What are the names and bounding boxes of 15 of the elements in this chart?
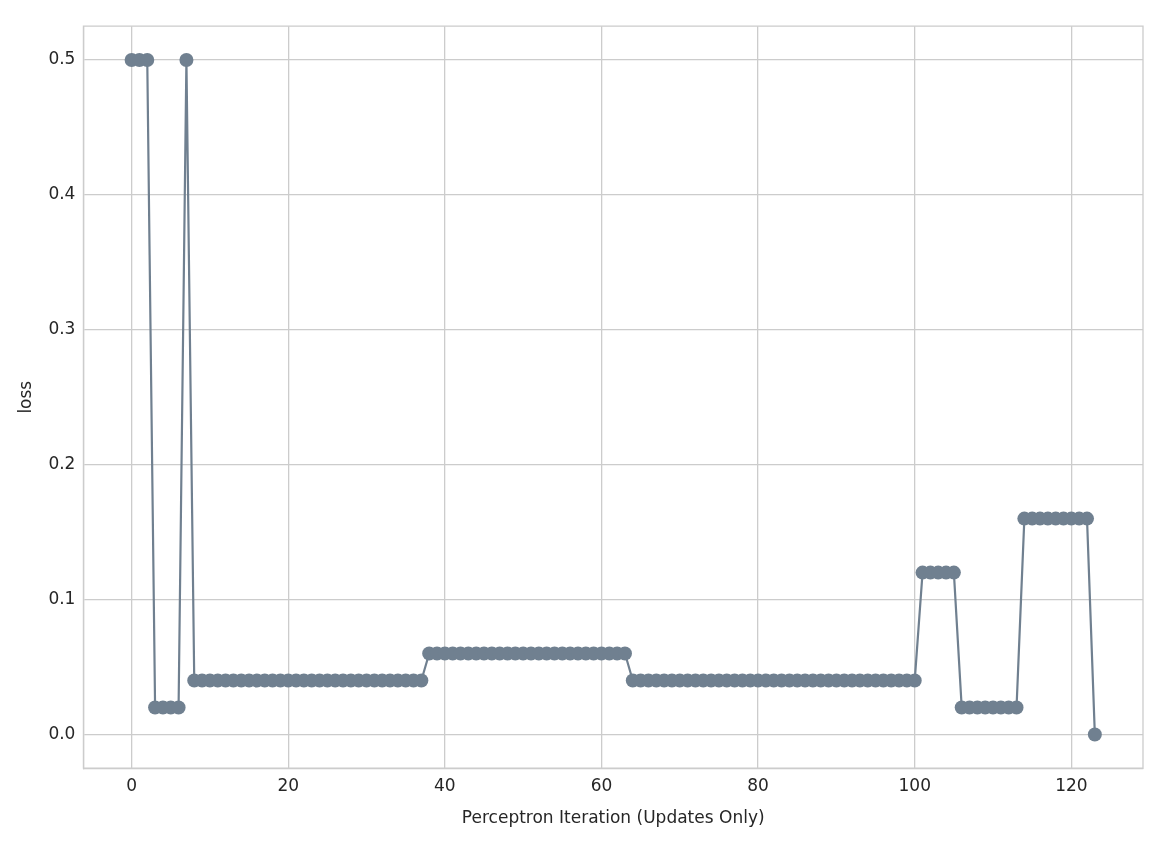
x-tick-label: 0	[126, 774, 138, 795]
y-tick-label: 0.3	[48, 318, 76, 339]
x-tick-label: 60	[590, 774, 613, 795]
x-tick-label: 40	[434, 774, 456, 795]
y-tick-label: 0.0	[48, 722, 76, 743]
y-tick-label: 0.2	[48, 453, 76, 474]
x-tick-label: 120	[1055, 774, 1088, 795]
y-tick-label: 0.5	[48, 48, 76, 69]
y-tick-label: 0.1	[48, 587, 76, 608]
x-tick-label: 100	[898, 774, 931, 795]
y-axis-title: loss	[14, 380, 35, 414]
x-tick-label: 80	[747, 774, 769, 795]
y-tick-label: 0.4	[48, 183, 76, 204]
x-axis-title: Perceptron Iteration (Updates Only)	[461, 807, 765, 828]
x-tick-label: 20	[277, 774, 300, 795]
